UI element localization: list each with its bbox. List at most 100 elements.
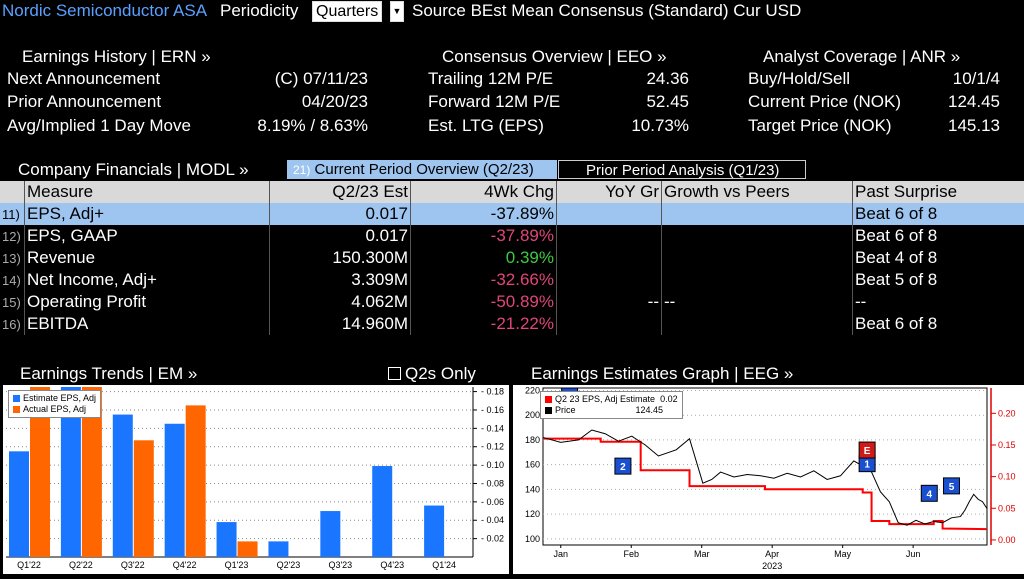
- legend-price-label: Price: [555, 405, 576, 415]
- row-surprise: Beat 6 of 8: [853, 313, 1024, 335]
- row-est: 3.309M: [270, 269, 411, 291]
- trailing-pe-value: 24.36: [600, 69, 689, 89]
- current-price-label: Current Price (NOK): [748, 92, 901, 112]
- left-tick-label: 200: [525, 410, 540, 420]
- event-marker-label: E: [864, 446, 871, 457]
- next-announcement-label: Next Announcement: [7, 69, 160, 89]
- x-tick-label: Q4'23: [380, 560, 404, 570]
- analyst-coverage-title[interactable]: Analyst Coverage | ANR »: [763, 47, 960, 67]
- row-surprise: Beat 6 of 8: [853, 203, 1024, 225]
- right-tick-label: 0.00: [998, 535, 1016, 545]
- header-peers[interactable]: Growth vs Peers: [662, 181, 853, 203]
- table-header-row: Measure Q2/23 Est 4Wk Chg YoY Gr Growth …: [0, 181, 1024, 203]
- bar-estimate: [9, 451, 29, 557]
- table-row[interactable]: 13) Revenue 150.300M 0.39% Beat 4 of 8: [0, 247, 1024, 269]
- buy-hold-sell-label: Buy/Hold/Sell: [748, 69, 850, 89]
- x-tick-label: Jun: [906, 549, 921, 559]
- legend-swatch-est-line: [545, 396, 552, 403]
- row-yoy: [557, 313, 662, 335]
- table-row[interactable]: 16) EBITDA 14.960M -21.22% Beat 6 of 8: [0, 313, 1024, 335]
- x-tick-label: Mar: [694, 549, 710, 559]
- row-yoy: --: [557, 291, 662, 313]
- company-financials-title[interactable]: Company Financials | MODL »: [18, 160, 249, 180]
- row-measure[interactable]: EBITDA: [25, 313, 270, 335]
- legend-actual: Actual EPS, Adj: [13, 404, 96, 415]
- legend-swatch-estimate: [13, 395, 20, 402]
- x-tick-label: Jan: [554, 549, 569, 559]
- row-peers: [662, 313, 853, 335]
- chevron-down-icon[interactable]: ▼: [390, 1, 404, 22]
- bar-estimate: [424, 506, 444, 557]
- table-row[interactable]: 14) Net Income, Adj+ 3.309M -32.66% Beat…: [0, 269, 1024, 291]
- periodicity-dropdown[interactable]: Quarters: [312, 1, 382, 22]
- earnings-history-title[interactable]: Earnings History | ERN »: [22, 47, 211, 67]
- periodicity-label: Periodicity: [220, 1, 298, 21]
- tab-current-number: 21): [293, 163, 310, 177]
- row-peers: [662, 203, 853, 225]
- row-chg: -37.89%: [411, 203, 557, 225]
- row-est: 0.017: [270, 203, 411, 225]
- row-measure[interactable]: EPS, Adj+: [25, 203, 270, 225]
- y-tick-label: - 0.02: [481, 534, 504, 544]
- header-surprise[interactable]: Past Surprise: [853, 181, 1024, 203]
- ltg-value: 10.73%: [600, 116, 689, 136]
- left-tick-label: 120: [525, 509, 540, 519]
- event-marker-label: 1: [864, 460, 870, 471]
- forward-pe-label: Forward 12M P/E: [428, 92, 560, 112]
- header-yoy[interactable]: YoY Gr: [557, 181, 662, 203]
- q2s-only-checkbox[interactable]: Q2s Only: [388, 364, 476, 384]
- table-row[interactable]: 15) Operating Profit 4.062M -50.89% -- -…: [0, 291, 1024, 313]
- y-tick-label: - 0.16: [481, 405, 504, 415]
- right-tick-label: 0.10: [998, 472, 1016, 482]
- row-measure[interactable]: Revenue: [25, 247, 270, 269]
- consensus-overview-title[interactable]: Consensus Overview | EEO »: [442, 47, 667, 67]
- earnings-trends-title[interactable]: Earnings Trends | EM »: [20, 364, 197, 384]
- bar-estimate: [217, 522, 237, 557]
- legend-estimate-label: Estimate EPS, Adj: [23, 393, 96, 403]
- event-marker-label: 5: [949, 482, 955, 493]
- x-tick-label: Q2'23: [277, 560, 301, 570]
- forward-pe-value: 52.45: [600, 92, 689, 112]
- earnings-graph-title[interactable]: Earnings Estimates Graph | EEG »: [531, 364, 793, 384]
- x-tick-label: May: [834, 549, 852, 559]
- row-yoy: [557, 247, 662, 269]
- financials-table: Measure Q2/23 Est 4Wk Chg YoY Gr Growth …: [0, 181, 1024, 335]
- y-tick-label: - 0.14: [481, 423, 504, 433]
- checkbox-icon[interactable]: [388, 367, 401, 380]
- tab-prior-period[interactable]: Prior Period Analysis (Q1/23): [558, 160, 806, 179]
- earnings-trends-chart[interactable]: - 0.02- 0.04- 0.06- 0.08- 0.10- 0.12- 0.…: [3, 385, 509, 574]
- event-marker-label: 4: [926, 489, 932, 500]
- row-measure[interactable]: EPS, GAAP: [25, 225, 270, 247]
- y-tick-label: - 0.12: [481, 442, 504, 452]
- x-tick-label: Apr: [765, 549, 779, 559]
- day-move-value: 8.19% / 8.63%: [230, 116, 368, 136]
- top-bar: Nordic Semiconductor ASA Periodicity Qua…: [0, 0, 1024, 24]
- row-peers: [662, 225, 853, 247]
- right-tick-label: 0.15: [998, 440, 1016, 450]
- company-name[interactable]: Nordic Semiconductor ASA: [2, 1, 207, 21]
- tab-prior-label: Prior Period Analysis (Q1/23): [586, 162, 779, 179]
- row-surprise: Beat 6 of 8: [853, 225, 1024, 247]
- target-price-value: 145.13: [920, 116, 1000, 136]
- header-chg[interactable]: 4Wk Chg: [411, 181, 557, 203]
- table-row[interactable]: 12) EPS, GAAP 0.017 -37.89% Beat 6 of 8: [0, 225, 1024, 247]
- row-surprise: Beat 5 of 8: [853, 269, 1024, 291]
- table-row[interactable]: 11) EPS, Adj+ 0.017 -37.89% Beat 6 of 8: [0, 203, 1024, 225]
- row-surprise: Beat 4 of 8: [853, 247, 1024, 269]
- trailing-pe-label: Trailing 12M P/E: [428, 69, 553, 89]
- header-measure[interactable]: Measure: [25, 181, 270, 203]
- row-measure[interactable]: Operating Profit: [25, 291, 270, 313]
- right-tick-label: 0.20: [998, 408, 1016, 418]
- y-tick-label: - 0.10: [481, 460, 504, 470]
- row-number: 11): [0, 203, 25, 225]
- legend-estimate-line: Q2 23 EPS, Adj Estimate 0.02: [545, 394, 678, 405]
- legend-estimate: Estimate EPS, Adj: [13, 393, 96, 404]
- row-peers: [662, 247, 853, 269]
- header-est[interactable]: Q2/23 Est: [270, 181, 411, 203]
- y-tick-label: - 0.06: [481, 497, 504, 507]
- bar-actual: [238, 541, 258, 557]
- tab-current-period[interactable]: 21) Current Period Overview (Q2/23): [287, 160, 557, 179]
- row-measure[interactable]: Net Income, Adj+: [25, 269, 270, 291]
